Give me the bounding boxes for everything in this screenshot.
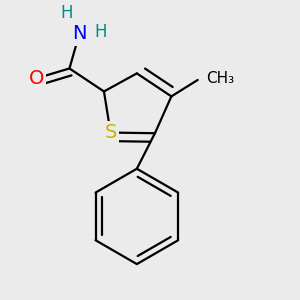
Text: S: S xyxy=(104,123,117,142)
Text: H: H xyxy=(94,23,107,41)
Text: H: H xyxy=(60,4,72,22)
Text: CH₃: CH₃ xyxy=(206,71,234,86)
Text: N: N xyxy=(72,24,87,44)
Text: O: O xyxy=(29,69,44,88)
